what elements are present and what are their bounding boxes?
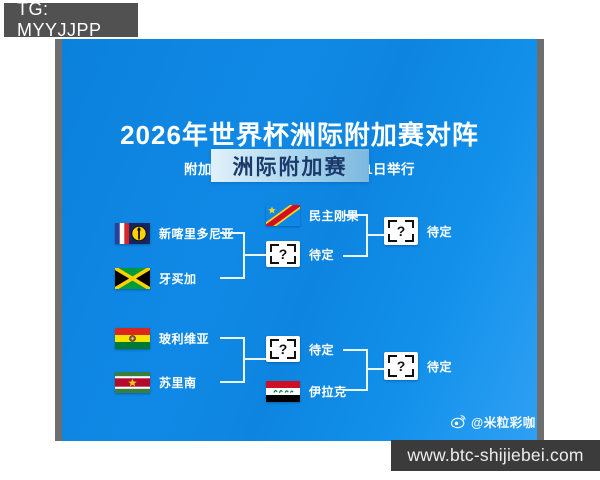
team-label: 新喀里多尼亚 [159, 226, 235, 241]
team-row-dr-congo: 民主刚果 [266, 203, 359, 227]
bracket-line [220, 337, 245, 339]
team-label: 苏里南 [159, 375, 197, 390]
team-row-bolivia: 玻利维亚 [115, 326, 209, 350]
poster-background: 2026年世界杯洲际附加赛对阵 附加赛将于2026年3月23日-31日举行 洲际… [62, 39, 537, 441]
question-mark-icon: ? [396, 223, 406, 239]
team-row-iraq: 伊拉克 [266, 379, 347, 403]
flag-suriname-icon [115, 371, 150, 393]
team-row-jamaica: 牙买加 [115, 266, 197, 290]
tbd-placeholder-icon: ? [384, 352, 418, 380]
weibo-icon [450, 414, 467, 429]
team-label: 民主刚果 [309, 208, 360, 223]
flag-new-caledonia-icon [115, 222, 150, 244]
flag-jamaica-icon [115, 267, 150, 289]
stage-badge: 洲际附加赛 [211, 149, 369, 182]
flag-iraq-icon [266, 380, 300, 402]
team-row-new-caledonia: 新喀里多尼亚 [115, 221, 234, 245]
question-mark-icon: ? [278, 246, 288, 262]
watermark-text: @米粒彩咖 [471, 416, 536, 430]
team-label: 伊拉克 [309, 384, 347, 399]
url-bar: www.btc-shijiebei.com [391, 440, 600, 471]
team-row-tbd-final-bottom: ? 待定 [384, 352, 453, 380]
bracket-line [366, 234, 384, 236]
team-row-suriname: 苏里南 [115, 370, 197, 394]
team-label: 待定 [427, 359, 453, 374]
bracket-line [366, 349, 368, 391]
poster-title: 2026年世界杯洲际附加赛对阵 [120, 120, 479, 150]
bracket-line [343, 389, 368, 391]
team-label: 牙买加 [159, 271, 197, 286]
bracket-line [220, 232, 245, 234]
team-label: 待定 [427, 224, 453, 239]
watermark: @米粒彩咖 [450, 412, 536, 431]
team-row-tbd-mid-bottom: ? 待定 [266, 336, 335, 362]
team-row-tbd-mid-top: ? 待定 [266, 241, 335, 267]
tg-badge: TG: MYYJJPP [4, 0, 138, 40]
question-mark-icon: ? [278, 341, 288, 357]
bracket-line [220, 277, 245, 279]
team-label: 待定 [309, 342, 335, 357]
question-mark-icon: ? [396, 358, 406, 374]
bracket-line [220, 381, 245, 383]
tbd-placeholder-icon: ? [266, 241, 300, 267]
bracket-line [243, 337, 245, 383]
poster-panel: 2026年世界杯洲际附加赛对阵 附加赛将于2026年3月23日-31日举行 洲际… [55, 39, 544, 441]
bracket-line [343, 349, 368, 351]
bracket-line [345, 214, 368, 216]
bracket-line [243, 358, 266, 360]
team-label: 玻利维亚 [159, 331, 210, 346]
tbd-placeholder-icon: ? [266, 336, 300, 362]
bracket-line [366, 368, 384, 370]
team-row-tbd-final-top: ? 待定 [384, 217, 453, 245]
bracket-line [343, 255, 368, 257]
bracket-line [243, 254, 266, 256]
tbd-placeholder-icon: ? [384, 217, 418, 245]
flag-dr-congo-icon [266, 204, 300, 226]
flag-bolivia-icon [115, 327, 150, 349]
team-label: 待定 [309, 247, 335, 262]
